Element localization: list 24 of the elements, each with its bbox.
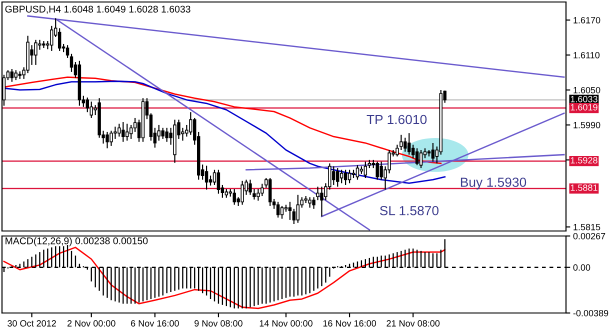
x-tick-label: 30 Oct 2012: [8, 320, 56, 327]
y-tick-label: 1.5990: [574, 122, 600, 128]
x-tick-label: 6 Nov 16:00: [131, 320, 179, 327]
y-tick-label: -0.00389: [573, 310, 608, 316]
y-tick-label: 1.6050: [574, 86, 600, 94]
ref-line-label: 1.6033: [570, 96, 598, 102]
y-tick-label: 1.6170: [574, 17, 600, 24]
ref-line-label: 1.6019: [570, 104, 598, 110]
ref-line-label: 1.5928: [570, 157, 598, 164]
annotation: Buy 1.5930: [460, 178, 526, 190]
y-tick-label: 0.00267: [573, 232, 606, 240]
ref-line-label: 1.5881: [570, 184, 598, 191]
x-tick-label: 2 Nov 00:00: [67, 320, 116, 327]
x-tick-label: 9 Nov 08:00: [194, 320, 242, 327]
y-tick-label: 1.5815: [574, 224, 600, 230]
annotation: SL 1.5870: [380, 206, 439, 216]
x-tick-label: 21 Nov 08:00: [386, 320, 440, 327]
x-tick-label: 14 Nov 00:00: [260, 320, 312, 327]
y-tick-label: 0.00: [573, 264, 590, 271]
y-tick-label: 1.6110: [574, 52, 600, 58]
x-tick-label: 16 Nov 16:00: [323, 320, 376, 327]
chart-title: MACD(12,26,9) 0.00238 0.00150: [6, 237, 148, 246]
annotation: TP 1.6010: [366, 114, 427, 124]
chart-title: GBPUSD,H4 1.6048 1.6049 1.6028 1.6033: [5, 6, 190, 14]
